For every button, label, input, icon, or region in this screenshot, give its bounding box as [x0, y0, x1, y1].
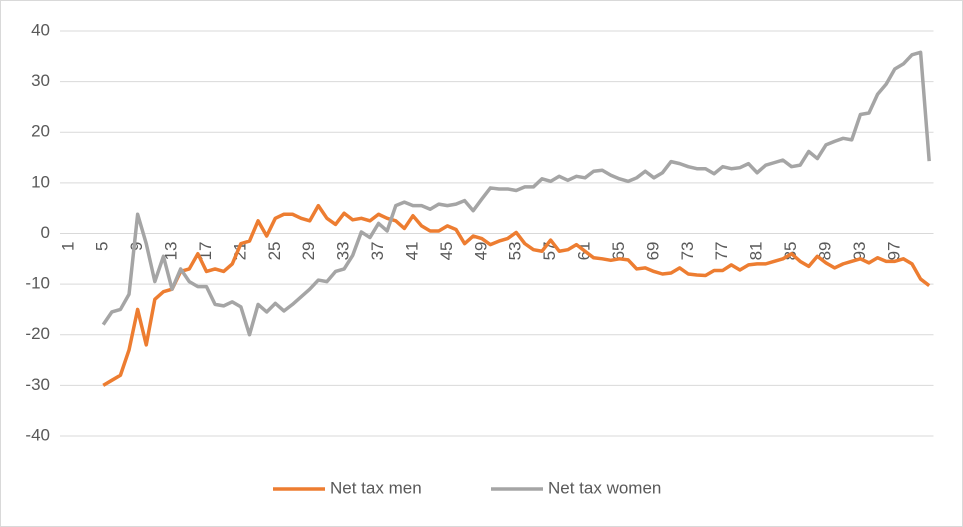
x-tick-label: 89 — [815, 242, 834, 261]
x-tick-label: 33 — [334, 242, 353, 261]
x-tick-label: 1 — [58, 242, 77, 251]
x-tick-label: 29 — [299, 242, 318, 261]
legend-label: Net tax women — [548, 478, 661, 497]
x-tick-label: 81 — [747, 242, 766, 261]
line — [101, 50, 931, 337]
y-tick-label: -30 — [25, 375, 50, 394]
y-tick-label: -20 — [25, 324, 50, 343]
y-tick-label: -10 — [25, 274, 50, 293]
x-tick-label: 69 — [643, 242, 662, 261]
x-tick-label: 49 — [471, 242, 490, 261]
x-tick-label: 13 — [162, 242, 181, 261]
y-tick-label: 40 — [31, 20, 50, 39]
x-tick-label: 65 — [609, 242, 628, 261]
x-tick-label: 45 — [437, 242, 456, 261]
x-tick-label: 73 — [678, 242, 697, 261]
x-tick-label: 53 — [506, 242, 525, 261]
x-tick-label: 97 — [884, 242, 903, 261]
x-tick-label: 9 — [127, 242, 146, 251]
x-tick-label: 25 — [265, 242, 284, 261]
x-tick-label: 93 — [850, 242, 869, 261]
y-tick-label: 10 — [31, 172, 50, 191]
x-tick-label: 37 — [368, 242, 387, 261]
y-tick-label: 0 — [41, 223, 50, 242]
y-tick-label: 30 — [31, 71, 50, 90]
x-tick-label: 41 — [402, 242, 421, 261]
y-tick-label: -40 — [25, 425, 50, 444]
legend-label: Net tax men — [330, 478, 422, 497]
y-tick-label: 20 — [31, 122, 50, 141]
x-tick-label: 5 — [93, 242, 112, 251]
line — [102, 203, 931, 387]
x-tick-label: 77 — [712, 242, 731, 261]
